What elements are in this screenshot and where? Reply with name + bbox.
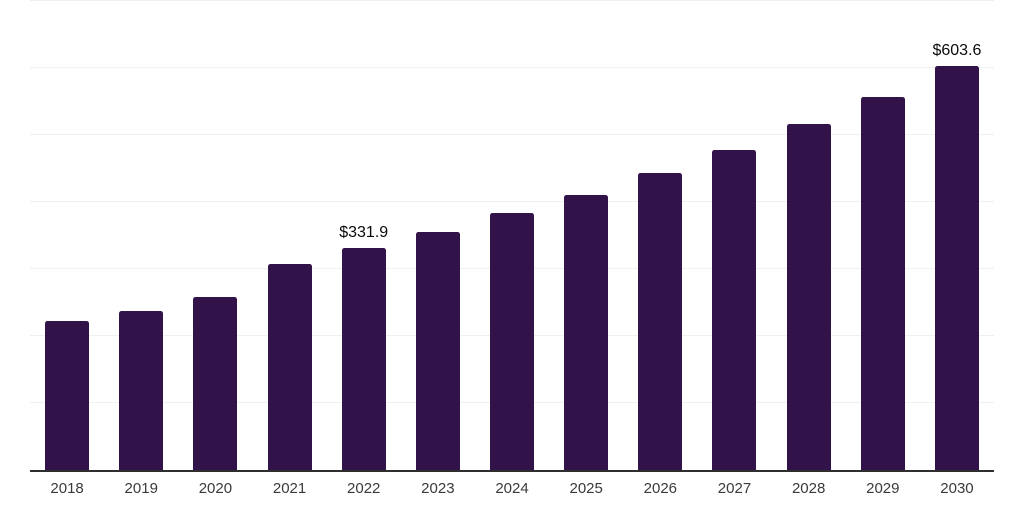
x-tick-label-2025: 2025 bbox=[569, 480, 603, 497]
bar-slot-2025 bbox=[549, 1, 623, 470]
x-tick-label-2023: 2023 bbox=[421, 480, 455, 497]
bar-slot-2021 bbox=[252, 1, 326, 470]
x-tick-label-2030: 2030 bbox=[940, 480, 974, 497]
bar-2018 bbox=[45, 321, 90, 470]
x-tick-label-2020: 2020 bbox=[198, 480, 233, 497]
bar-2030 bbox=[934, 65, 979, 470]
bar-2027 bbox=[712, 150, 757, 470]
bar-slot-2019 bbox=[104, 1, 178, 470]
x-tick-label-2028: 2028 bbox=[791, 480, 826, 497]
bar-slot-2022: $331.9 bbox=[327, 1, 401, 470]
x-tick-label-2027: 2027 bbox=[717, 480, 752, 497]
x-tick-label-2029: 2029 bbox=[866, 480, 900, 497]
gridline-700 bbox=[30, 0, 994, 1]
bar-slots: $331.9 $603.6 bbox=[30, 1, 994, 470]
bar-slot-2020 bbox=[178, 1, 252, 470]
x-tick-label-2022: 2022 bbox=[347, 480, 381, 497]
data-label-2022: $331.9 bbox=[339, 223, 389, 241]
bar-slot-2027 bbox=[697, 1, 771, 470]
bar-2029 bbox=[860, 96, 905, 470]
bar-2024 bbox=[490, 213, 535, 470]
bar-2022 bbox=[341, 247, 386, 470]
bar-slot-2024 bbox=[475, 1, 549, 470]
bar-slot-2030: $603.6 bbox=[920, 1, 994, 470]
bar-2019 bbox=[119, 310, 164, 470]
x-tick-label-2018: 2018 bbox=[50, 480, 84, 497]
bar-2021 bbox=[267, 263, 312, 470]
x-tick-label-2021: 2021 bbox=[272, 480, 307, 497]
gridline-500 bbox=[30, 134, 994, 135]
x-axis-tick-labels: 2018 2019 2020 2021 2022 2023 2024 2025 2026 2027… bbox=[30, 480, 994, 497]
bar-2028 bbox=[786, 124, 831, 470]
bar-2023 bbox=[415, 232, 460, 470]
bar-slot-2026 bbox=[623, 1, 697, 470]
bar-slot-2018 bbox=[30, 1, 104, 470]
bar-slot-2028 bbox=[772, 1, 846, 470]
bar-slot-2029 bbox=[846, 1, 920, 470]
x-tick-label-2026: 2026 bbox=[643, 480, 678, 497]
bar-slot-2023 bbox=[401, 1, 475, 470]
bar-2025 bbox=[564, 194, 609, 470]
gridline-400 bbox=[30, 201, 994, 202]
bar-2020 bbox=[193, 297, 238, 470]
plot-area: $331.9 $603.6 bbox=[30, 0, 994, 472]
x-tick-label-2019: 2019 bbox=[124, 480, 158, 497]
x-tick-label-2024: 2024 bbox=[495, 480, 529, 497]
bar-2026 bbox=[638, 173, 683, 470]
data-label-2030: $603.6 bbox=[932, 41, 982, 59]
gridline-600 bbox=[30, 67, 994, 68]
